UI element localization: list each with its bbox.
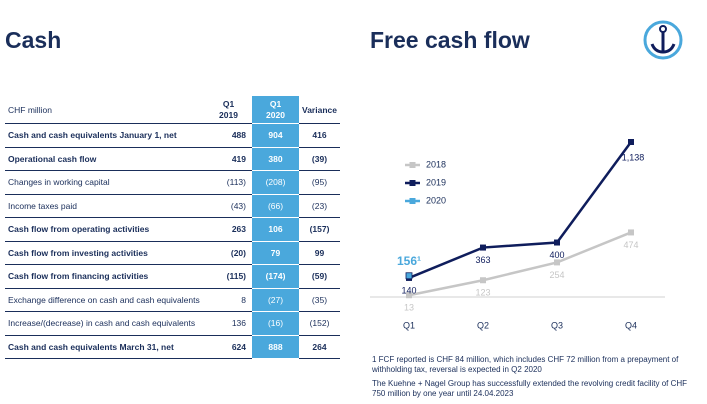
point: [405, 272, 413, 280]
data-label: 13: [404, 303, 414, 313]
row-label: Income taxes paid: [5, 194, 205, 218]
table-row: Cash and cash equivalents March 31, net 6…: [5, 335, 340, 359]
data-label: 123: [475, 288, 490, 298]
row-label: Cash flow from financing activities: [5, 264, 205, 289]
value-cell: 79: [252, 241, 299, 265]
table-row: Cash flow from financing activities (115)…: [5, 264, 340, 289]
data-label: 140: [401, 285, 416, 295]
legend-label: 2019: [426, 177, 446, 187]
table-row: Changes in working capital (113) (208) (95): [5, 170, 340, 195]
footnote: 1 FCF reported is CHF 84 million, which …: [372, 355, 679, 374]
table-row: Cash flow from operating activities 263 10…: [5, 217, 340, 242]
series-line: [408, 231, 632, 297]
point: [480, 244, 486, 251]
series-line: [408, 141, 633, 280]
header-cell: CHF million: [5, 96, 205, 124]
table-row: Cash flow from investing activities (20) 7…: [5, 241, 340, 265]
header-cell: Q1 2020: [252, 96, 299, 124]
value-cell: (174): [252, 264, 299, 289]
value-cell: 136: [205, 311, 252, 336]
point: [480, 277, 486, 284]
data-label: 400: [549, 250, 564, 260]
chart-title: Free cash flow: [370, 27, 530, 53]
value-cell: 904: [252, 123, 299, 148]
value-cell: (66): [252, 194, 299, 218]
row-label: Changes in working capital: [5, 170, 205, 195]
table-row: Cash and cash equivalents January 1, net…: [5, 123, 340, 148]
point: [406, 292, 412, 299]
value-cell: 99: [299, 241, 340, 265]
table-row: Operational cash flow 419 380 (39): [5, 147, 340, 171]
x-tick-label: Q3: [551, 320, 563, 330]
row-label: Cash and cash equivalents January 1, net: [5, 123, 205, 148]
row-label: Cash flow from operating activities: [5, 217, 205, 242]
value-cell: 624: [205, 335, 252, 359]
value-cell: (35): [299, 288, 340, 312]
value-cell: 8: [205, 288, 252, 312]
cash-table: CHF million Q1 2019 Q1 2020 Variance Cash an…: [5, 96, 340, 359]
value-cell: (23): [299, 194, 340, 218]
legend-marker: [409, 162, 416, 168]
x-tick-label: Q1: [403, 320, 415, 330]
value-cell: (152): [299, 311, 340, 336]
value-cell: 380: [252, 147, 299, 171]
point: [628, 229, 634, 236]
footnotes: 1 FCF reported is CHF 84 million, which …: [372, 355, 697, 403]
row-label: Operational cash flow: [5, 147, 205, 171]
header-cell: Variance: [299, 96, 340, 124]
value-cell: (208): [252, 170, 299, 195]
legend-label: 2018: [426, 159, 446, 169]
row-label: Cash flow from investing activities: [5, 241, 205, 265]
x-tick-label: Q2: [477, 320, 489, 330]
row-label: Exchange difference on cash and cash equ…: [5, 288, 205, 312]
row-label: Cash and cash equivalents March 31, net: [5, 335, 205, 359]
row-label: Increase/(decrease) in cash and cash equ…: [5, 311, 205, 336]
header-cell: Q1 2019: [205, 96, 252, 124]
value-cell: (95): [299, 170, 340, 195]
table-row: Increase/(decrease) in cash and cash equ…: [5, 311, 340, 336]
value-cell: (113): [205, 170, 252, 195]
table-row: Exchange difference on cash and cash equ…: [5, 288, 340, 312]
value-cell: (43): [205, 194, 252, 218]
value-cell: 419: [205, 147, 252, 171]
point: [554, 259, 560, 266]
legend-marker: [409, 198, 416, 204]
legend-marker: [409, 180, 416, 186]
value-cell: (27): [252, 288, 299, 312]
cash-title: Cash: [5, 27, 62, 53]
value-cell: 263: [205, 217, 252, 242]
value-cell: 264: [299, 335, 340, 359]
legend-label: 2020: [426, 195, 446, 205]
value-cell: (157): [299, 217, 340, 242]
logo: [643, 20, 683, 60]
x-tick-label: Q4: [625, 320, 637, 330]
value-cell: (39): [299, 147, 340, 171]
value-cell: (59): [299, 264, 340, 289]
value-cell: (115): [205, 264, 252, 289]
value-cell: 106: [252, 217, 299, 242]
value-cell: 888: [252, 335, 299, 359]
point: [554, 239, 560, 246]
value-cell: (16): [252, 311, 299, 336]
value-cell: 488: [205, 123, 252, 148]
data-label: 1,138: [622, 152, 645, 162]
data-label: 474: [623, 240, 638, 250]
data-label: 254: [549, 270, 564, 280]
point: [628, 139, 634, 145]
footnote: The Kuehne + Nagel Group has successfull…: [372, 379, 688, 398]
data-label: 363: [475, 255, 490, 265]
data-label: 156¹: [397, 254, 421, 268]
value-cell: 416: [299, 123, 340, 148]
table-row: Income taxes paid (43) (66) (23): [5, 194, 340, 218]
value-cell: (20): [205, 241, 252, 265]
